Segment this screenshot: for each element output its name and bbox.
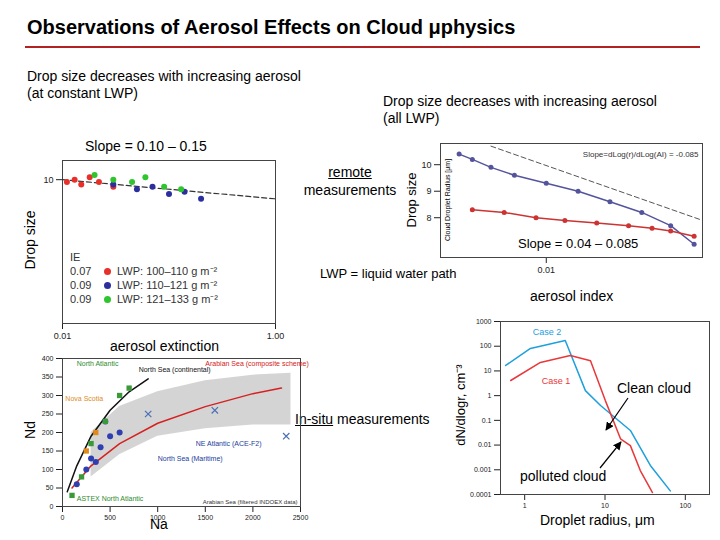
html-text:Cloud Droplet Radius [μm]: Cloud Droplet Radius [μm] [443,158,451,242]
svg-text:North Sea (Maritime): North Sea (Maritime) [158,455,223,463]
svg-text:North Sea (continental): North Sea (continental) [139,366,211,374]
html-text:measurements: measurements [303,182,397,198]
svg-text:10: 10 [43,175,53,185]
html-text:In-situ measurements: In-situ measurements [295,411,430,427]
svg-text:10: 10 [601,502,609,509]
svg-text:0: 0 [50,503,54,510]
html-text:dN/dlogr, cm⁻³: dN/dlogr, cm⁻³ [453,364,468,446]
svg-text:0.0001: 0.0001 [470,491,492,498]
svg-text:1: 1 [523,502,527,509]
svg-text:500: 500 [104,514,116,521]
svg-text:8: 8 [426,213,431,223]
svg-text:300: 300 [42,392,54,399]
html-text:0.09: 0.09 [70,293,92,305]
svg-text:1000: 1000 [476,318,492,325]
svg-text:0.01: 0.01 [478,441,492,448]
svg-text:North Atlantic: North Atlantic [77,360,119,367]
svg-text:Slope=dLog(r)/dLog(AI) = -0.08: Slope=dLog(r)/dLog(AI) = -0.085 [583,150,699,159]
svg-text:250: 250 [42,410,54,417]
svg-text:0: 0 [61,514,65,521]
html-text:Slope = 0.04 – 0.085: Slope = 0.04 – 0.085 [518,236,639,251]
html-text:Drop size: Drop size [403,172,419,228]
svg-text:400: 400 [42,355,54,362]
svg-text:10: 10 [484,367,492,374]
svg-text:0.1: 0.1 [482,417,492,424]
svg-text:1.00: 1.00 [267,331,285,341]
html-text:LWP: 110–121 g m⁻²: LWP: 110–121 g m⁻² [117,279,218,291]
svg-text:0.01: 0.01 [54,331,72,341]
html-text:0.07: 0.07 [70,265,92,277]
svg-text:0.01: 0.01 [538,265,556,275]
svg-text:50: 50 [46,484,54,491]
html-text:Droplet radius, μm: Droplet radius, μm [540,512,655,528]
svg-text:200: 200 [42,429,54,436]
svg-text:Nova Scotia: Nova Scotia [65,395,103,402]
html-text:remote: remote [328,164,372,180]
svg-text:Case 2: Case 2 [533,327,562,337]
svg-text:1: 1 [488,392,492,399]
svg-text:150: 150 [42,447,54,454]
svg-text:100: 100 [480,342,492,349]
svg-text:10: 10 [421,160,431,170]
svg-text:100: 100 [42,466,54,473]
html-text:IE: IE [70,251,81,263]
html-text:Drop size decreases with incre: Drop size decreases with increasing aero… [27,68,301,101]
html-text:0.09: 0.09 [70,279,92,291]
html-text:Drop size: Drop size [22,210,38,270]
html-text:Nd: Nd [22,421,38,439]
html-text:Slope = 0.10 – 0.15: Slope = 0.10 – 0.15 [85,138,207,154]
svg-text:350: 350 [42,373,54,380]
svg-text:9: 9 [426,186,431,196]
svg-text:1500: 1500 [198,514,214,521]
html-text:LWP: 100–110 g m⁻²: LWP: 100–110 g m⁻² [117,265,218,277]
svg-text:ASTEX North Atlantic: ASTEX North Atlantic [77,495,144,502]
svg-text:0.001: 0.001 [474,466,492,473]
html-text:aerosol extinction: aerosol extinction [110,338,219,354]
html-text:aerosol index: aerosol index [530,288,614,304]
svg-text:Case 1: Case 1 [542,376,571,386]
html-text:Observations of Aerosol Effect: Observations of Aerosol Effects on Cloud… [27,16,516,38]
svg-text:NE Atlantic (ACE-F2): NE Atlantic (ACE-F2) [196,440,262,448]
svg-text:100: 100 [679,502,691,509]
html-text:LWP: 121–133 g m⁻²: LWP: 121–133 g m⁻² [117,293,218,305]
html-text:Na: Na [150,516,168,532]
html-text:Drop size decreases with incre: Drop size decreases with increasing aero… [383,93,657,126]
svg-text:2000: 2000 [245,514,261,521]
svg-text:Arabian Sea (filtered INDOEX d: Arabian Sea (filtered INDOEX data) [203,499,298,505]
html-text:Clean cloud: Clean cloud [617,380,691,396]
html-text:polluted cloud: polluted cloud [520,468,607,484]
svg-text:Arabian Sea (composite scheme): Arabian Sea (composite scheme) [205,360,308,368]
html-text:LWP = liquid water path: LWP = liquid water path [320,266,457,281]
svg-text:2500: 2500 [293,514,309,521]
